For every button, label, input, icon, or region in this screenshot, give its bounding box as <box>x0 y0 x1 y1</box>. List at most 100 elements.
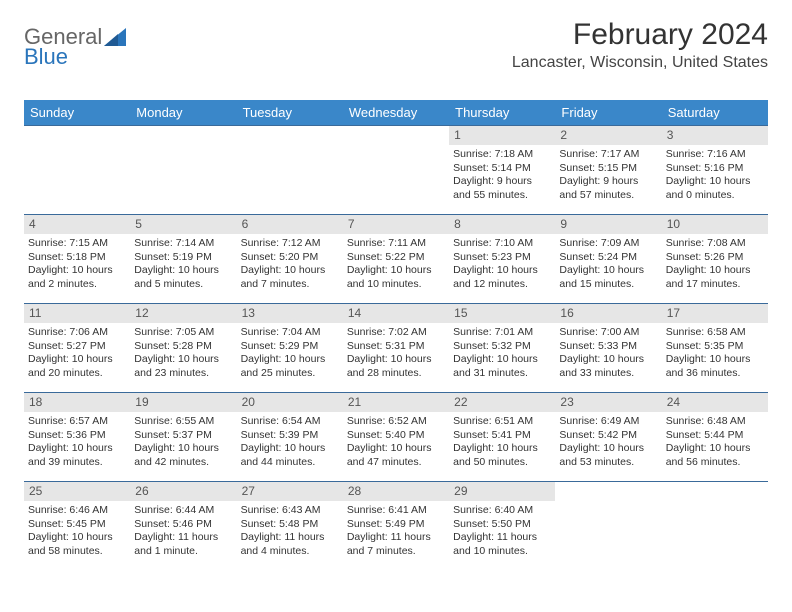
day-sunset: Sunset: 5:50 PM <box>453 518 551 531</box>
day-sunset: Sunset: 5:19 PM <box>134 251 232 264</box>
day-number: 25 <box>24 482 130 501</box>
day-daylight1: Daylight: 10 hours <box>559 442 657 455</box>
calendar: Sunday Monday Tuesday Wednesday Thursday… <box>24 100 768 570</box>
day-daylight2: and 0 minutes. <box>666 189 764 202</box>
day-sunrise: Sunrise: 7:04 AM <box>241 326 339 339</box>
day-number: 10 <box>662 215 768 234</box>
day-cell: 12Sunrise: 7:05 AMSunset: 5:28 PMDayligh… <box>130 304 236 392</box>
day-daylight2: and 50 minutes. <box>453 456 551 469</box>
day-cell: 19Sunrise: 6:55 AMSunset: 5:37 PMDayligh… <box>130 393 236 481</box>
day-sunset: Sunset: 5:29 PM <box>241 340 339 353</box>
day-sunset: Sunset: 5:49 PM <box>347 518 445 531</box>
day-cell-empty <box>130 126 236 214</box>
day-cell: 29Sunrise: 6:40 AMSunset: 5:50 PMDayligh… <box>449 482 555 570</box>
day-sunset: Sunset: 5:22 PM <box>347 251 445 264</box>
header-row: General February 2024 Lancaster, Wiscons… <box>24 18 768 72</box>
day-sunrise: Sunrise: 7:14 AM <box>134 237 232 250</box>
day-sunrise: Sunrise: 6:49 AM <box>559 415 657 428</box>
day-daylight1: Daylight: 10 hours <box>453 442 551 455</box>
day-daylight2: and 42 minutes. <box>134 456 232 469</box>
day-sunrise: Sunrise: 6:41 AM <box>347 504 445 517</box>
day-daylight2: and 10 minutes. <box>453 545 551 558</box>
day-daylight1: Daylight: 9 hours <box>559 175 657 188</box>
day-sunrise: Sunrise: 7:06 AM <box>28 326 126 339</box>
week-row: 11Sunrise: 7:06 AMSunset: 5:27 PMDayligh… <box>24 303 768 392</box>
day-sunset: Sunset: 5:42 PM <box>559 429 657 442</box>
day-daylight1: Daylight: 10 hours <box>347 442 445 455</box>
day-number: 20 <box>237 393 343 412</box>
day-sunset: Sunset: 5:26 PM <box>666 251 764 264</box>
day-cell: 25Sunrise: 6:46 AMSunset: 5:45 PMDayligh… <box>24 482 130 570</box>
day-number: 26 <box>130 482 236 501</box>
day-sunrise: Sunrise: 7:02 AM <box>347 326 445 339</box>
day-sunrise: Sunrise: 7:15 AM <box>28 237 126 250</box>
day-daylight1: Daylight: 10 hours <box>559 264 657 277</box>
day-sunrise: Sunrise: 7:01 AM <box>453 326 551 339</box>
day-sunrise: Sunrise: 6:48 AM <box>666 415 764 428</box>
day-daylight1: Daylight: 10 hours <box>134 353 232 366</box>
day-sunset: Sunset: 5:23 PM <box>453 251 551 264</box>
day-cell: 21Sunrise: 6:52 AMSunset: 5:40 PMDayligh… <box>343 393 449 481</box>
weekday-header: Sunday Monday Tuesday Wednesday Thursday… <box>24 100 768 125</box>
day-number: 14 <box>343 304 449 323</box>
day-daylight1: Daylight: 11 hours <box>241 531 339 544</box>
day-daylight2: and 53 minutes. <box>559 456 657 469</box>
day-daylight2: and 25 minutes. <box>241 367 339 380</box>
day-number: 6 <box>237 215 343 234</box>
day-number: 27 <box>237 482 343 501</box>
day-daylight2: and 47 minutes. <box>347 456 445 469</box>
day-number: 24 <box>662 393 768 412</box>
day-cell: 2Sunrise: 7:17 AMSunset: 5:15 PMDaylight… <box>555 126 661 214</box>
day-number: 2 <box>555 126 661 145</box>
day-cell: 9Sunrise: 7:09 AMSunset: 5:24 PMDaylight… <box>555 215 661 303</box>
day-number: 21 <box>343 393 449 412</box>
day-sunrise: Sunrise: 7:11 AM <box>347 237 445 250</box>
day-number: 22 <box>449 393 555 412</box>
day-cell: 22Sunrise: 6:51 AMSunset: 5:41 PMDayligh… <box>449 393 555 481</box>
day-sunrise: Sunrise: 7:09 AM <box>559 237 657 250</box>
day-cell: 7Sunrise: 7:11 AMSunset: 5:22 PMDaylight… <box>343 215 449 303</box>
day-cell-empty <box>343 126 449 214</box>
day-daylight1: Daylight: 10 hours <box>241 442 339 455</box>
day-cell-empty <box>555 482 661 570</box>
day-sunset: Sunset: 5:45 PM <box>28 518 126 531</box>
day-cell-empty <box>237 126 343 214</box>
day-daylight1: Daylight: 10 hours <box>666 353 764 366</box>
day-number: 18 <box>24 393 130 412</box>
day-daylight1: Daylight: 10 hours <box>28 531 126 544</box>
day-daylight1: Daylight: 10 hours <box>453 353 551 366</box>
weekday-thursday: Thursday <box>449 100 555 125</box>
day-number: 13 <box>237 304 343 323</box>
day-cell: 14Sunrise: 7:02 AMSunset: 5:31 PMDayligh… <box>343 304 449 392</box>
day-cell: 5Sunrise: 7:14 AMSunset: 5:19 PMDaylight… <box>130 215 236 303</box>
day-number: 28 <box>343 482 449 501</box>
day-cell: 3Sunrise: 7:16 AMSunset: 5:16 PMDaylight… <box>662 126 768 214</box>
day-cell: 10Sunrise: 7:08 AMSunset: 5:26 PMDayligh… <box>662 215 768 303</box>
day-sunset: Sunset: 5:44 PM <box>666 429 764 442</box>
day-sunrise: Sunrise: 6:51 AM <box>453 415 551 428</box>
day-sunset: Sunset: 5:48 PM <box>241 518 339 531</box>
day-number: 16 <box>555 304 661 323</box>
month-title: February 2024 <box>512 18 768 52</box>
day-cell: 8Sunrise: 7:10 AMSunset: 5:23 PMDaylight… <box>449 215 555 303</box>
day-daylight1: Daylight: 10 hours <box>134 264 232 277</box>
day-daylight2: and 1 minute. <box>134 545 232 558</box>
day-sunrise: Sunrise: 7:16 AM <box>666 148 764 161</box>
day-number: 1 <box>449 126 555 145</box>
day-daylight2: and 10 minutes. <box>347 278 445 291</box>
day-sunrise: Sunrise: 7:18 AM <box>453 148 551 161</box>
location-text: Lancaster, Wisconsin, United States <box>512 54 768 72</box>
day-cell: 6Sunrise: 7:12 AMSunset: 5:20 PMDaylight… <box>237 215 343 303</box>
day-daylight1: Daylight: 9 hours <box>453 175 551 188</box>
day-cell: 16Sunrise: 7:00 AMSunset: 5:33 PMDayligh… <box>555 304 661 392</box>
week-row: 1Sunrise: 7:18 AMSunset: 5:14 PMDaylight… <box>24 125 768 214</box>
day-sunrise: Sunrise: 6:54 AM <box>241 415 339 428</box>
title-block: February 2024 Lancaster, Wisconsin, Unit… <box>512 18 768 72</box>
day-sunrise: Sunrise: 6:55 AM <box>134 415 232 428</box>
day-daylight2: and 58 minutes. <box>28 545 126 558</box>
day-sunrise: Sunrise: 7:00 AM <box>559 326 657 339</box>
day-cell: 17Sunrise: 6:58 AMSunset: 5:35 PMDayligh… <box>662 304 768 392</box>
day-sunrise: Sunrise: 6:57 AM <box>28 415 126 428</box>
day-daylight2: and 36 minutes. <box>666 367 764 380</box>
day-number: 23 <box>555 393 661 412</box>
